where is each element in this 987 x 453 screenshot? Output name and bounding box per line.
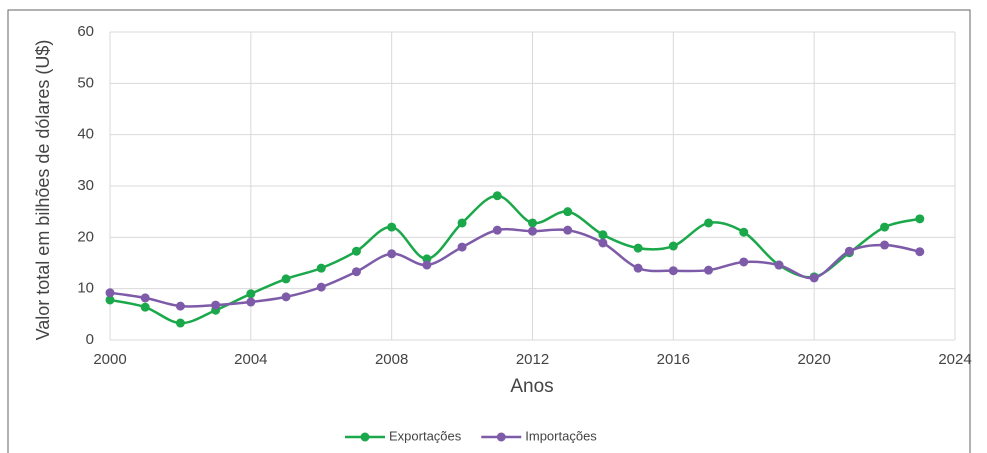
y-tick-label: 50 xyxy=(77,74,94,91)
y-tick-label: 60 xyxy=(77,23,94,40)
legend-marker xyxy=(496,432,506,442)
y-tick-label: 40 xyxy=(77,126,94,143)
data-point xyxy=(351,267,361,277)
x-tick-label: 2020 xyxy=(797,351,830,368)
data-point xyxy=(140,302,150,312)
data-point xyxy=(175,301,185,311)
data-point xyxy=(563,207,573,217)
data-point xyxy=(105,295,115,305)
data-point xyxy=(880,240,890,250)
data-point xyxy=(633,243,643,253)
data-point xyxy=(739,227,749,237)
data-point xyxy=(140,293,150,303)
y-axis-label: Valor total em bilhões de dólares (U$) xyxy=(33,40,53,341)
y-tick-label: 10 xyxy=(77,280,94,297)
data-point xyxy=(281,274,291,284)
data-point xyxy=(387,249,397,259)
data-point xyxy=(492,225,502,235)
data-point xyxy=(316,282,326,292)
data-point xyxy=(387,222,397,232)
data-point xyxy=(668,266,678,276)
data-point xyxy=(105,288,115,298)
x-tick-label: 2000 xyxy=(93,351,126,368)
data-point xyxy=(844,246,854,256)
x-tick-label: 2012 xyxy=(516,351,549,368)
x-tick-label: 2004 xyxy=(234,351,267,368)
y-tick-label: 30 xyxy=(77,177,94,194)
data-point xyxy=(528,218,537,228)
data-point xyxy=(598,238,608,248)
data-point xyxy=(598,230,608,240)
series-line xyxy=(109,227,921,308)
data-point xyxy=(492,191,502,201)
y-tick-label: 0 xyxy=(86,331,94,348)
data-point xyxy=(246,289,256,299)
data-point xyxy=(809,273,819,283)
x-axis-label: Anos xyxy=(510,376,553,397)
data-point xyxy=(351,246,361,256)
data-point xyxy=(316,263,326,273)
data-point xyxy=(704,218,714,228)
y-tick-label: 20 xyxy=(77,228,94,245)
legend-label: Exportações xyxy=(389,428,462,443)
data-point xyxy=(668,241,678,251)
data-point xyxy=(457,218,467,228)
x-tick-label: 2024 xyxy=(938,351,971,368)
data-point xyxy=(457,242,467,252)
data-point xyxy=(704,265,714,275)
data-point xyxy=(915,214,925,224)
data-point xyxy=(175,318,185,328)
data-point xyxy=(915,247,925,257)
data-point xyxy=(739,257,749,267)
data-point xyxy=(422,254,432,264)
legend-marker xyxy=(360,432,370,442)
x-tick-label: 2016 xyxy=(657,351,690,368)
data-point xyxy=(281,292,291,302)
data-point xyxy=(528,226,537,236)
data-point xyxy=(246,297,256,307)
data-point xyxy=(211,300,221,310)
legend-label: Importações xyxy=(525,428,597,443)
data-point xyxy=(880,222,890,232)
data-point xyxy=(422,260,432,270)
x-tick-label: 2008 xyxy=(375,351,408,368)
frame xyxy=(7,9,971,453)
data-point xyxy=(563,225,573,235)
data-point xyxy=(633,263,643,273)
data-point xyxy=(774,260,784,270)
